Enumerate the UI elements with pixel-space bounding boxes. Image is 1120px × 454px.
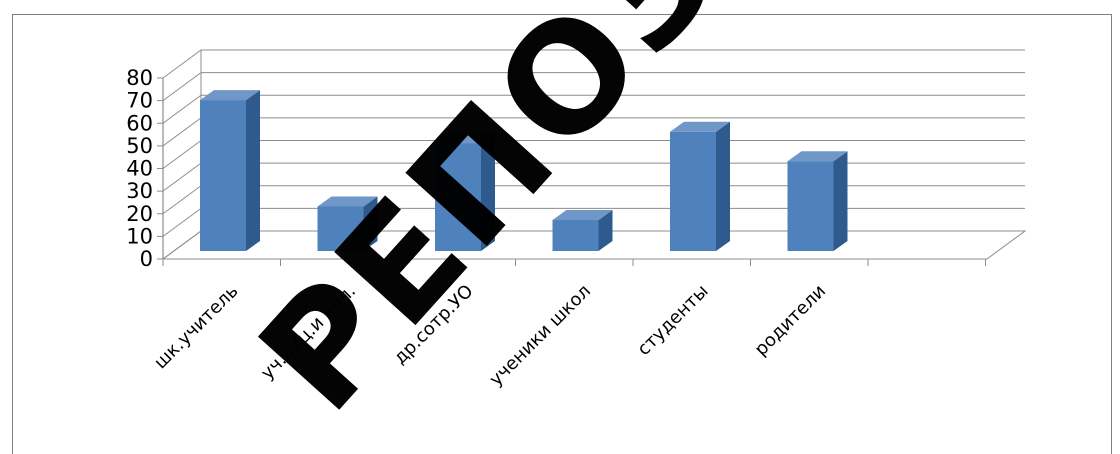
- chart-floor: [161, 230, 1027, 260]
- bar-5: [787, 161, 834, 251]
- x-tick-label-4: студенты: [633, 281, 712, 360]
- bar-side-4: [716, 121, 730, 252]
- x-tick-label-2: др.сотр.УО: [390, 281, 478, 369]
- y-tick-label-5: 50: [126, 134, 153, 158]
- y-tick-label-7: 70: [126, 89, 153, 113]
- bar-4: [670, 131, 716, 251]
- bar-top-2: [435, 133, 495, 144]
- gridline-side-8: [162, 49, 202, 79]
- bar-top-4: [670, 121, 730, 132]
- bar-side-0: [246, 90, 260, 251]
- y-tick-label-3: 30: [126, 179, 153, 203]
- y-tick-label-1: 10: [126, 224, 153, 248]
- bar-3: [552, 220, 599, 251]
- bar-2: [435, 143, 481, 251]
- gridline-side-7: [162, 72, 202, 102]
- x-tick-label-5: родители: [751, 281, 830, 360]
- bar-side-1: [363, 196, 378, 251]
- x-tick-label-1: уч.лиц.и кол.: [257, 281, 360, 384]
- gridline-side-1: [162, 207, 202, 237]
- bar-0: [200, 100, 246, 251]
- y-tick-label-6: 60: [126, 111, 153, 135]
- bar-1: [317, 206, 364, 251]
- gridline-side-3: [162, 162, 202, 192]
- x-tick-label-0: шк.учитель: [150, 281, 242, 373]
- y-tick-label-4: 40: [126, 157, 153, 181]
- bar-top-0: [200, 90, 260, 101]
- y-tick-label-8: 80: [126, 66, 153, 90]
- gridline-side-6: [162, 94, 202, 124]
- y-tick-label-0: 0: [140, 247, 153, 271]
- bar-side-2: [481, 133, 495, 251]
- bar-top-1: [317, 196, 378, 207]
- gridline-side-2: [162, 185, 202, 215]
- x-tick-label-3: ученики школ: [485, 281, 595, 391]
- y-tick-label-2: 20: [126, 202, 153, 226]
- bar-side-5: [833, 151, 848, 251]
- gridline-side-4: [162, 140, 202, 169]
- bar-top-3: [552, 210, 613, 221]
- gridline-side-5: [162, 117, 202, 147]
- bar-side-3: [598, 210, 613, 251]
- bar-top-5: [787, 151, 848, 162]
